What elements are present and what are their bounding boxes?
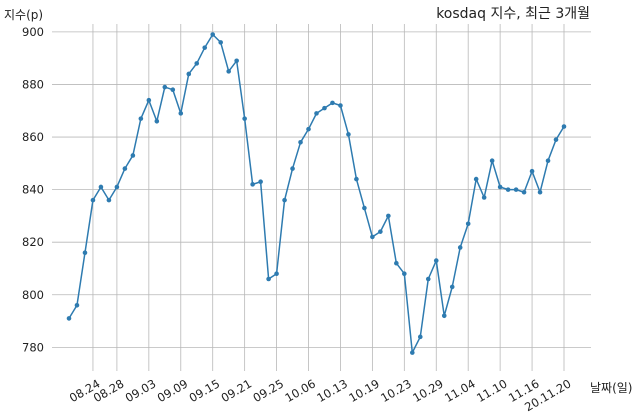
data-point (290, 166, 295, 171)
x-tick-label: 09.25 (251, 376, 287, 405)
data-point (473, 176, 479, 182)
data-point (74, 302, 80, 308)
data-point (330, 100, 335, 106)
data-point (242, 116, 247, 121)
data-point (402, 271, 407, 277)
data-point (146, 97, 152, 103)
data-point (561, 124, 567, 129)
data-point (154, 118, 160, 124)
x-tick-label: 10.29 (410, 376, 446, 405)
x-tick-label: 10.23 (378, 376, 414, 405)
data-point (378, 229, 383, 234)
data-point (497, 184, 503, 190)
data-point (202, 45, 208, 50)
data-point (114, 184, 120, 190)
x-axis-ticks: 08.2408.2809.0309.0909.1509.2109.2510.06… (67, 376, 574, 414)
y-tick-label: 840 (22, 183, 44, 197)
x-tick-label: 10.06 (282, 376, 318, 405)
data-point (553, 137, 559, 142)
data-point (274, 271, 279, 277)
data-point (234, 58, 239, 64)
data-point (545, 158, 551, 163)
data-point (465, 221, 471, 227)
y-tick-label: 800 (22, 288, 44, 302)
y-tick-label: 820 (22, 235, 44, 249)
data-point (449, 284, 455, 290)
data-point (370, 234, 375, 240)
data-point (106, 197, 112, 203)
data-point (178, 111, 184, 116)
data-point (362, 205, 367, 211)
data-point (537, 189, 543, 195)
data-point (210, 32, 216, 37)
data-point (266, 276, 271, 282)
data-point (521, 189, 527, 195)
data-point (354, 176, 359, 182)
data-point (394, 260, 399, 266)
y-axis-ticks: 780 800 820 840 860 880 900 (22, 25, 44, 354)
data-point (505, 187, 511, 192)
data-point (346, 132, 351, 137)
y-tick-label: 900 (22, 25, 44, 39)
data-point (218, 40, 223, 45)
x-tick-label: 11.04 (442, 376, 478, 405)
data-point (66, 316, 72, 321)
data-point (130, 153, 136, 158)
y-tick-label: 860 (22, 130, 44, 144)
data-point (250, 182, 255, 187)
data-point (82, 250, 88, 256)
y-tick-label: 880 (22, 77, 44, 91)
data-point (417, 334, 423, 340)
data-point (162, 84, 168, 90)
data-point (122, 166, 128, 171)
data-point (186, 71, 192, 77)
data-point (98, 184, 104, 190)
data-point (338, 103, 343, 108)
x-tick-label: 10.13 (314, 376, 350, 405)
x-tick-label: 09.15 (187, 376, 223, 405)
data-point (170, 87, 176, 93)
data-point (258, 179, 263, 185)
x-tick-label: 11.10 (474, 376, 510, 405)
data-point (457, 245, 463, 250)
x-tick-label: 09.03 (123, 376, 159, 405)
data-point (425, 276, 431, 282)
data-point (138, 116, 144, 121)
data-point (410, 350, 415, 355)
y-axis-label: 지수(p) (4, 8, 43, 22)
gridlines (52, 24, 591, 371)
data-point (529, 168, 535, 174)
x-tick-label: 10.19 (346, 376, 382, 405)
x-tick-label: 09.21 (219, 376, 255, 405)
data-point (194, 61, 200, 66)
data-point (441, 313, 447, 319)
data-point (298, 139, 303, 145)
data-point (322, 105, 327, 111)
data-point (90, 197, 96, 203)
x-tick-label: 09.09 (155, 376, 191, 405)
data-point (481, 195, 487, 200)
data-point (306, 126, 311, 132)
data-point (386, 213, 391, 219)
data-point (282, 197, 287, 203)
series-line (68, 33, 565, 354)
data-point (314, 111, 319, 116)
data-point (513, 187, 519, 192)
series (66, 32, 567, 355)
chart-title: kosdaq 지수, 최근 3개월 (436, 6, 590, 22)
x-axis-label: 날짜(일) (590, 381, 632, 395)
data-point (433, 258, 439, 263)
data-point (226, 69, 231, 74)
data-point (489, 158, 495, 163)
y-tick-label: 780 (22, 340, 44, 354)
